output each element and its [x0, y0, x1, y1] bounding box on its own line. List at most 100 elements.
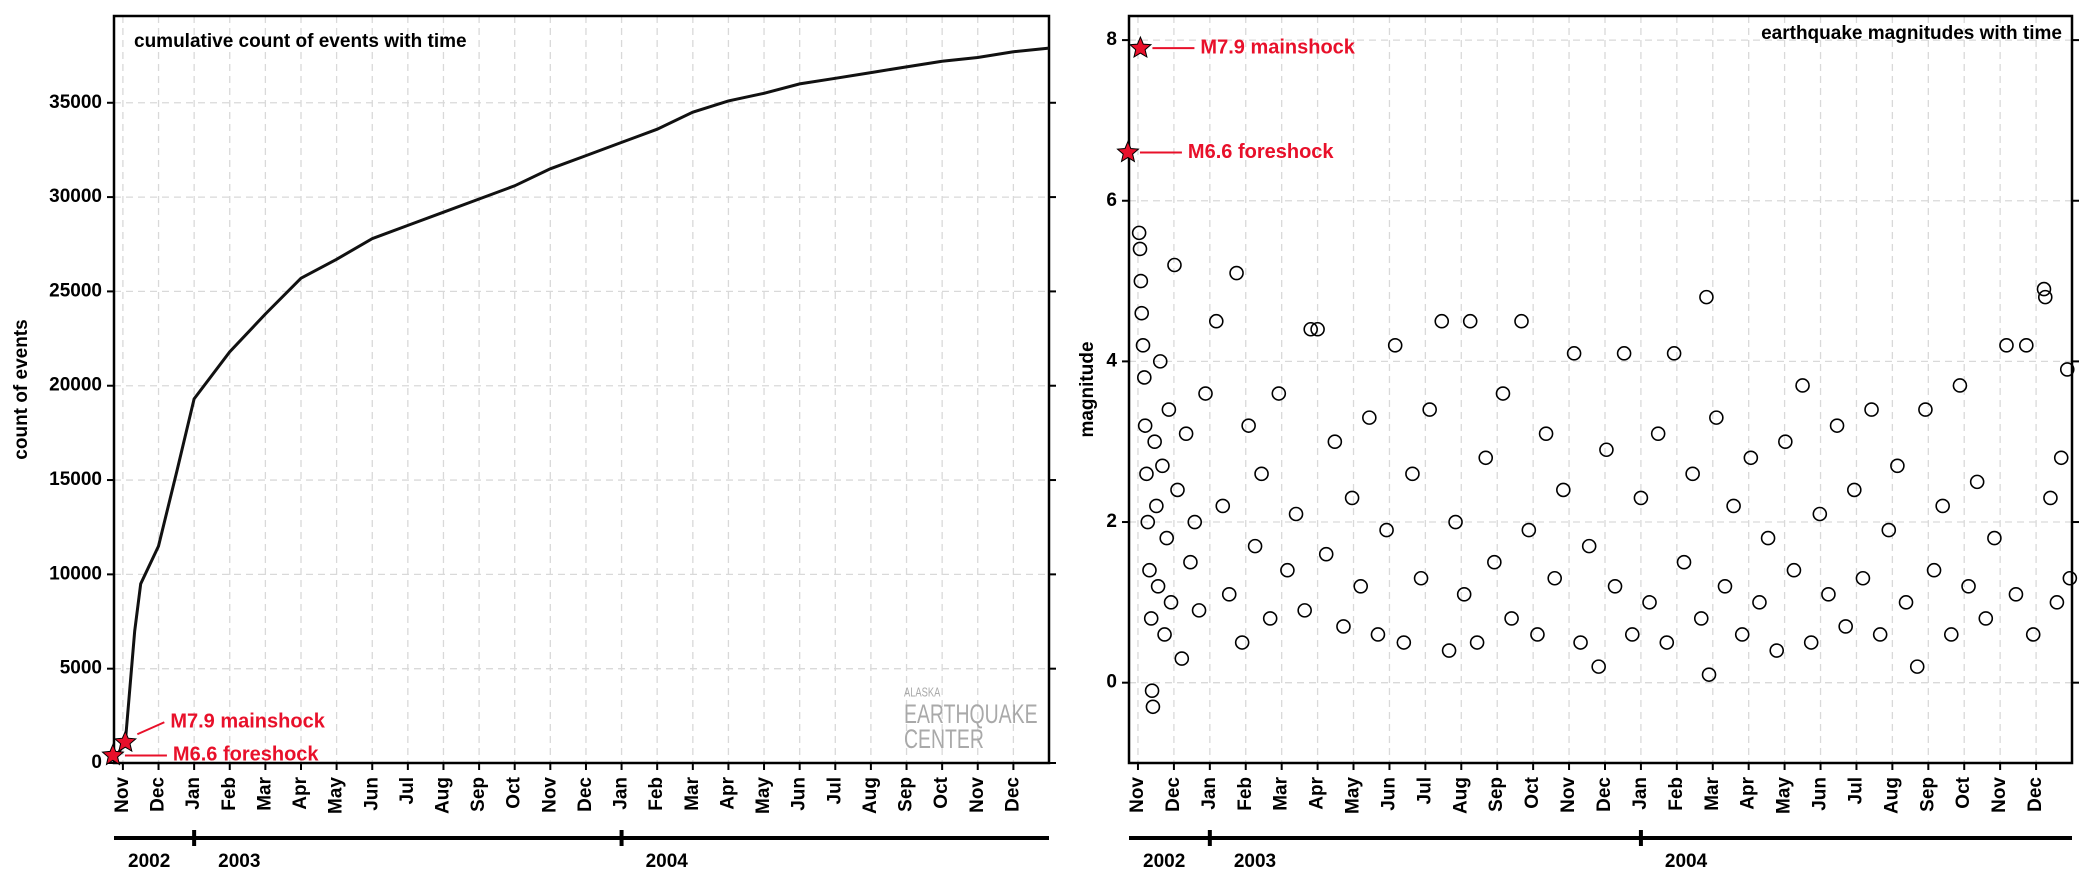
data-point: [1666, 346, 1682, 361]
data-point: [1855, 570, 1871, 586]
y-tick-label: 4: [1106, 350, 1117, 371]
data-point: [1633, 490, 1649, 506]
data-point: [2025, 627, 2041, 642]
data-point: [1786, 562, 1802, 578]
data-point: [1441, 643, 1457, 658]
data-point: [1926, 562, 1942, 578]
data-point: [1448, 514, 1463, 530]
data-point: [1778, 434, 1793, 450]
data-point: [1521, 522, 1537, 538]
data-point: [1208, 313, 1224, 329]
x-tick-label: Jan: [1199, 777, 1220, 810]
plot-frame: [112, 14, 1051, 765]
data-point: [1760, 530, 1776, 546]
data-point: [2049, 595, 2065, 610]
data-point: [1709, 410, 1724, 425]
data-point: [1187, 514, 1203, 530]
data-point: [1599, 442, 1614, 458]
annotation-text: M6.6 foreshock: [173, 744, 319, 766]
x-tick-label: Sep: [896, 777, 917, 812]
y-tick-label: 6: [1106, 190, 1117, 211]
x-tick-label: Sep: [1486, 777, 1507, 812]
year-label: 2003: [218, 851, 260, 872]
x-tick-label: Mar: [254, 776, 275, 810]
data-point: [1530, 627, 1545, 642]
x-tick-label: Mar: [1271, 776, 1292, 810]
annotation-star: [113, 730, 138, 753]
data-point: [1734, 627, 1750, 642]
data-point: [1659, 635, 1675, 650]
x-tick-label: Jan: [611, 777, 632, 810]
x-tick-label: Nov: [539, 777, 560, 813]
x-tick-label: Feb: [219, 777, 240, 811]
x-tick-label: Aug: [432, 777, 453, 814]
x-tick-label: Jul: [1845, 777, 1866, 804]
data-point: [1145, 699, 1161, 715]
x-tick-label: Aug: [860, 777, 881, 814]
data-point: [1642, 595, 1657, 610]
data-point: [1890, 458, 1905, 474]
data-point: [1422, 402, 1437, 417]
data-point: [1234, 635, 1250, 650]
data-point: [1838, 619, 1853, 634]
x-tick-label: Apr: [1738, 776, 1759, 809]
data-point: [1150, 578, 1166, 594]
data-point: [1726, 498, 1741, 514]
data-point: [1961, 578, 1976, 594]
data-point: [1142, 562, 1157, 578]
x-tick-label: Dec: [575, 777, 596, 812]
data-point: [1685, 466, 1700, 482]
data-point: [1163, 595, 1179, 610]
data-point: [1140, 514, 1156, 530]
data-point: [1149, 498, 1164, 514]
data-point: [1344, 490, 1360, 506]
data-point: [2008, 587, 2024, 602]
data-point: [1159, 530, 1175, 546]
data-point: [1327, 434, 1343, 450]
x-tick-label: Oct: [931, 776, 952, 808]
x-tick-label: Jul: [1414, 777, 1435, 804]
data-point: [2037, 289, 2053, 305]
data-point: [2053, 450, 2069, 466]
x-tick-label: Sep: [468, 777, 489, 812]
annotation-star: [1116, 140, 1140, 163]
x-tick-label: May: [753, 777, 774, 814]
data-point: [1872, 627, 1888, 642]
data-point: [1487, 554, 1502, 570]
x-tick-label: Feb: [1235, 777, 1256, 811]
x-tick-label: Dec: [1002, 777, 1023, 812]
data-point: [2019, 338, 2034, 353]
x-tick-label: Dec: [1163, 777, 1184, 812]
data-point: [1288, 506, 1304, 522]
data-point: [1769, 643, 1785, 658]
data-point: [1676, 554, 1692, 570]
annotation-text: M7.9 mainshock: [170, 711, 325, 733]
data-point: [1167, 257, 1182, 273]
x-tick-label: Apr: [717, 776, 738, 809]
logo-text: EARTHQUAKE: [904, 699, 1038, 729]
annotation-text: M6.6 foreshock: [1188, 141, 1334, 163]
annotation-arrow: [136, 721, 165, 736]
data-point: [1297, 603, 1312, 618]
data-point: [1254, 466, 1269, 482]
data-point: [1387, 338, 1403, 353]
x-tick-label: Feb: [1666, 777, 1687, 811]
data-point: [1157, 627, 1172, 642]
y-tick-label: 15000: [49, 469, 102, 490]
data-point: [1183, 554, 1198, 570]
data-point: [1198, 386, 1213, 401]
data-point: [1143, 611, 1159, 626]
data-point: [1456, 587, 1472, 602]
data-point: [1318, 546, 1334, 562]
data-point: [1701, 667, 1717, 682]
data-point: [1898, 595, 1914, 610]
data-point: [1191, 603, 1207, 618]
data-point: [1434, 313, 1450, 329]
x-tick-label: Jul: [397, 777, 418, 804]
data-point: [1170, 482, 1185, 498]
data-point: [1155, 458, 1170, 474]
data-point: [1221, 587, 1237, 602]
x-tick-label: Nov: [1989, 777, 2010, 813]
x-tick-label: Feb: [646, 777, 667, 811]
